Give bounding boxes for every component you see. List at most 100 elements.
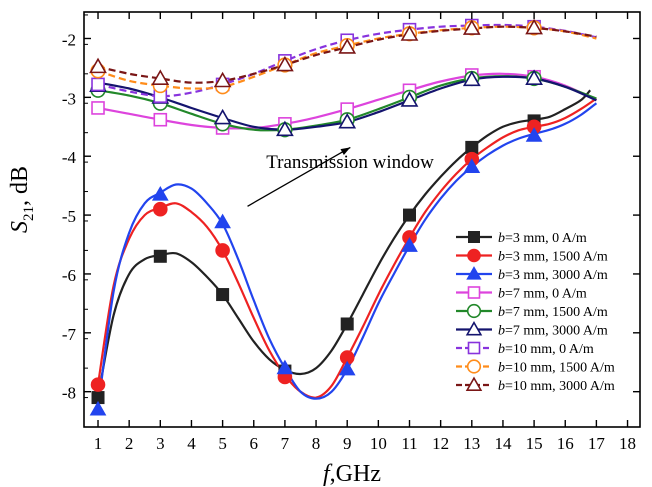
legend-label-var: b bbox=[498, 305, 505, 320]
legend-label-var: b bbox=[498, 379, 505, 394]
legend-marker-5 bbox=[466, 303, 482, 319]
data-point-s3-8 bbox=[525, 127, 543, 142]
x-axis-label: f,GHz bbox=[323, 461, 381, 487]
legend-label-5: b=7 mm, 1500 A/m bbox=[498, 305, 608, 320]
y-axis-label-sub: 21 bbox=[21, 206, 37, 221]
data-point-s3-6 bbox=[401, 237, 418, 252]
legend-label-var: b bbox=[498, 361, 505, 376]
data-point-s3-3 bbox=[214, 213, 231, 229]
legend-label-6: b=7 mm, 3000 A/m bbox=[498, 324, 608, 339]
legend-label-var: b bbox=[498, 342, 505, 357]
x-tick-label: 14 bbox=[494, 434, 512, 453]
legend-label-8: b=10 mm, 1500 A/m bbox=[498, 361, 615, 376]
data-point-s3-4 bbox=[276, 359, 294, 375]
legend-label-4: b=7 mm, 0 A/m bbox=[498, 287, 587, 302]
y-tick-label: -3 bbox=[62, 89, 76, 108]
annotation: Transmission window bbox=[247, 146, 434, 207]
legend-label-text: =3 mm, 3000 A/m bbox=[505, 268, 608, 283]
x-axis-label-unit: ,GHz bbox=[330, 461, 381, 487]
x-axis-label-var: f bbox=[323, 461, 333, 487]
data-point-s6-5 bbox=[338, 112, 357, 129]
x-tick-label: 7 bbox=[281, 434, 290, 453]
x-tick-label: 3 bbox=[156, 434, 165, 453]
x-tick-label: 13 bbox=[463, 434, 480, 453]
legend-label-var: b bbox=[498, 250, 505, 265]
legend-label-1: b=3 mm, 0 A/m bbox=[498, 231, 587, 246]
x-tick-label: 15 bbox=[526, 434, 543, 453]
x-tick-label: 6 bbox=[250, 434, 259, 453]
legend-label-var: b bbox=[498, 324, 505, 339]
y-tick-label: -6 bbox=[62, 266, 76, 285]
data-point-s4-2 bbox=[153, 112, 168, 127]
data-point-s6-3 bbox=[213, 108, 232, 125]
data-point-s6-8 bbox=[525, 69, 543, 85]
legend-marker-1 bbox=[468, 231, 480, 243]
data-point-s2-1 bbox=[90, 377, 106, 392]
legend-label-text: =3 mm, 1500 A/m bbox=[505, 250, 608, 265]
legend-label-7: b=10 mm, 0 A/m bbox=[498, 342, 594, 357]
legend-label-text: =10 mm, 0 A/m bbox=[505, 342, 594, 357]
legend-label-var: b bbox=[498, 268, 505, 283]
data-point-s2-3 bbox=[215, 243, 230, 258]
y-axis-label-unit: , dB bbox=[7, 166, 33, 206]
legend-marker-4 bbox=[467, 286, 481, 299]
legend-marker-6 bbox=[465, 321, 483, 336]
data-point-s7-1 bbox=[91, 77, 105, 92]
y-tick-label: -7 bbox=[62, 325, 77, 344]
x-tick-label: 17 bbox=[588, 434, 606, 453]
x-tick-label: 8 bbox=[312, 434, 321, 453]
data-point-s9-1 bbox=[89, 57, 107, 74]
data-point-s6-6 bbox=[400, 91, 419, 107]
x-tick-label: 18 bbox=[619, 434, 636, 453]
legend-marker-3 bbox=[466, 266, 482, 280]
data-point-s2-2 bbox=[153, 201, 168, 217]
data-point-s3-1 bbox=[89, 400, 107, 416]
legend-label-text: =3 mm, 0 A/m bbox=[505, 231, 587, 246]
legend-label-text: =7 mm, 3000 A/m bbox=[505, 324, 608, 339]
legend-label-2: b=3 mm, 1500 A/m bbox=[498, 250, 608, 265]
data-point-s9-7 bbox=[462, 19, 481, 35]
legend-marker-9 bbox=[465, 376, 483, 391]
y-axis-label-var: S bbox=[7, 221, 33, 233]
y-tick-label: -2 bbox=[62, 30, 76, 49]
data-point-s9-3 bbox=[213, 71, 232, 88]
x-tick-label: 5 bbox=[218, 434, 227, 453]
x-tick-label: 2 bbox=[125, 434, 134, 453]
plot-frame bbox=[83, 11, 641, 428]
legend-marker-8 bbox=[466, 359, 482, 374]
data-point-s1-2 bbox=[153, 249, 167, 263]
y-tick-label: -8 bbox=[62, 384, 76, 403]
legend-label-var: b bbox=[498, 231, 505, 246]
x-tick-label: 12 bbox=[432, 434, 449, 453]
legend-label-9: b=10 mm, 3000 A/m bbox=[498, 379, 615, 394]
x-tick-label: 16 bbox=[557, 434, 574, 453]
legend: b=3 mm, 0 A/mb=3 mm, 1500 A/mb=3 mm, 300… bbox=[456, 231, 615, 394]
data-point-s3-7 bbox=[463, 158, 481, 173]
data-point-s1-6 bbox=[403, 208, 417, 222]
y-tick-label: -5 bbox=[62, 207, 76, 226]
x-tick-label: 4 bbox=[187, 434, 196, 453]
data-point-s9-5 bbox=[338, 38, 357, 54]
data-point-s1-7 bbox=[465, 140, 479, 154]
annotation-arrow-line bbox=[247, 146, 351, 207]
legend-label-text: =7 mm, 0 A/m bbox=[505, 287, 587, 302]
legend-label-text: =7 mm, 1500 A/m bbox=[505, 305, 608, 320]
x-tick-label: 9 bbox=[343, 434, 352, 453]
y-tick-label: -4 bbox=[62, 148, 77, 167]
data-point-s6-4 bbox=[276, 120, 294, 137]
data-point-s6-7 bbox=[462, 70, 481, 87]
x-tick-label: 1 bbox=[94, 434, 103, 453]
data-point-s3-2 bbox=[151, 185, 169, 201]
legend-marker-2 bbox=[467, 248, 481, 263]
data-point-s9-6 bbox=[400, 25, 419, 41]
data-point-s9-2 bbox=[151, 69, 170, 85]
legend-label-var: b bbox=[498, 287, 505, 302]
data-point-s9-4 bbox=[276, 55, 294, 72]
axes: 1 2 3 4 5 6 7 8 9 10 11 12 13 14 15 16 17 18-8-7-6-5-4-3-… bbox=[7, 11, 641, 487]
legend-label-text: =10 mm, 1500 A/m bbox=[505, 361, 615, 376]
data-point-s3-5 bbox=[338, 360, 356, 376]
y-axis-label: S21, dB bbox=[7, 166, 37, 233]
data-point-s1-5 bbox=[340, 317, 354, 331]
legend-marker-7 bbox=[467, 341, 481, 355]
